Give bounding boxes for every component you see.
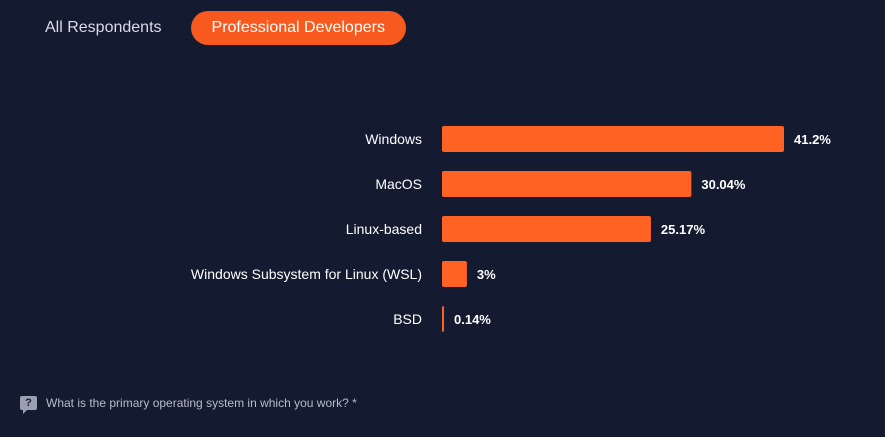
bar[interactable] (442, 171, 692, 197)
tab-professional-developers[interactable]: Professional Developers (190, 11, 406, 45)
value-label: 25.17% (661, 222, 706, 237)
audience-tabs: All Respondents Professional Developers (24, 11, 406, 45)
category-label: MacOS (375, 176, 422, 192)
bar[interactable] (442, 306, 444, 332)
value-label: 0.14% (454, 312, 491, 327)
bar[interactable] (442, 216, 651, 242)
value-label: 3% (477, 267, 496, 282)
value-label: 41.2% (794, 132, 831, 147)
category-label: BSD (393, 311, 422, 327)
bar[interactable] (442, 126, 784, 152)
question-text: What is the primary operating system in … (46, 396, 357, 410)
question-icon: ? (20, 396, 37, 414)
value-label: 30.04% (701, 177, 746, 192)
bar[interactable] (442, 261, 467, 287)
category-label: Windows (365, 131, 422, 147)
question-footer: ? What is the primary operating system i… (20, 396, 357, 414)
category-label: Windows Subsystem for Linux (WSL) (191, 266, 422, 282)
category-label: Linux-based (346, 221, 422, 237)
tab-all-respondents[interactable]: All Respondents (45, 19, 162, 36)
